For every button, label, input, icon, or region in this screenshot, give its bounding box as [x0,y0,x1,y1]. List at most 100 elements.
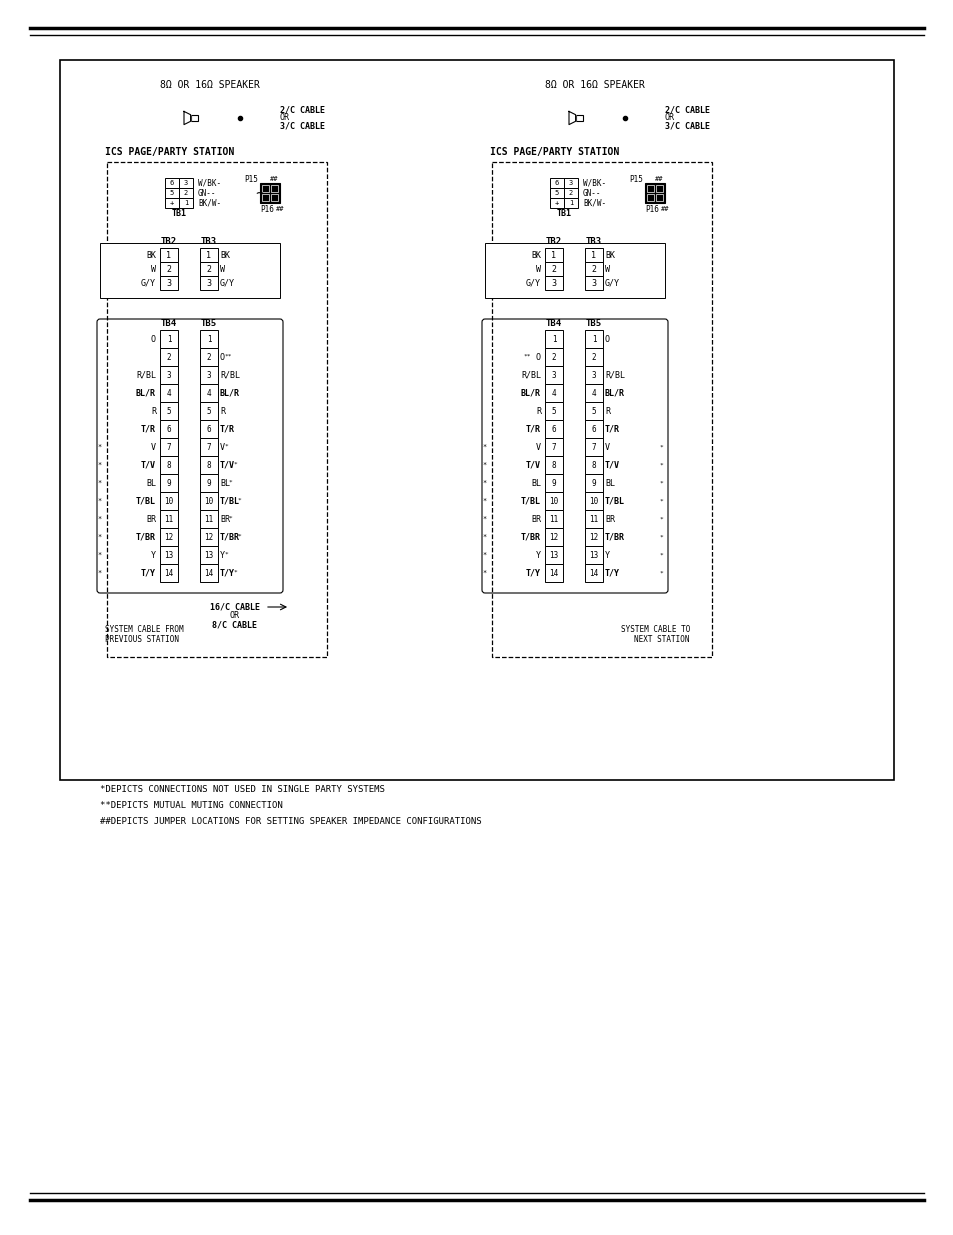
Bar [165,188,179,198]
Bar [165,178,179,188]
Text: GN--: GN-- [582,189,601,198]
Bar [544,330,562,348]
Text: 1: 1 [591,335,596,343]
Bar [492,162,711,657]
Bar [646,185,654,191]
Text: 8Ω OR 16Ω SPEAKER: 8Ω OR 16Ω SPEAKER [544,80,644,90]
Text: ##DEPICTS JUMPER LOCATIONS FOR SETTING SPEAKER IMPEDANCE CONFIGURATIONS: ##DEPICTS JUMPER LOCATIONS FOR SETTING S… [100,818,481,826]
Text: 2: 2 [551,352,556,362]
Text: 2: 2 [591,264,596,273]
Text: *: * [482,571,486,576]
Text: BR: BR [531,515,540,524]
Text: 2/C CABLE: 2/C CABLE [664,105,709,115]
Text: *: * [97,516,102,522]
Bar [200,366,218,384]
Text: 10: 10 [589,496,598,505]
Bar [200,330,218,348]
Text: 4: 4 [551,389,556,398]
Text: 10: 10 [204,496,213,505]
Text: TB2: TB2 [161,236,177,246]
Text: O: O [220,352,225,362]
Text: SYSTEM CABLE TO
NEXT STATION: SYSTEM CABLE TO NEXT STATION [620,625,689,645]
Bar [584,438,602,456]
Text: *: * [97,445,102,450]
Text: 5: 5 [591,406,596,415]
Text: T/V: T/V [525,461,540,469]
Text: *: * [237,498,241,503]
Text: 12: 12 [164,532,173,541]
Text: V: V [151,442,156,452]
Bar [544,403,562,420]
Text: *: * [224,552,228,557]
Text: T/V: T/V [220,461,234,469]
Text: 12: 12 [204,532,213,541]
Text: 7: 7 [551,442,556,452]
Bar [584,420,602,438]
Text: T/BR: T/BR [520,532,540,541]
Text: G/Y: G/Y [141,279,156,288]
Text: *: * [659,535,663,540]
Text: R: R [536,406,540,415]
Bar [271,194,277,201]
Text: *: * [482,498,486,504]
Text: 2: 2 [206,264,212,273]
Bar [200,564,218,582]
Text: 11: 11 [204,515,213,524]
Text: 2: 2 [207,352,212,362]
Bar [160,330,178,348]
Bar [200,262,218,275]
Text: 1: 1 [206,251,212,259]
Bar [160,366,178,384]
Text: 10: 10 [164,496,173,505]
Text: 8Ω OR 16Ω SPEAKER: 8Ω OR 16Ω SPEAKER [160,80,259,90]
Bar [160,262,178,275]
Bar [544,564,562,582]
Text: *: * [482,516,486,522]
Text: 9: 9 [167,478,172,488]
Bar [584,348,602,366]
Text: T/V: T/V [141,461,156,469]
Text: 5: 5 [170,190,174,196]
Bar [544,546,562,564]
Text: T/BL: T/BL [604,496,624,505]
Text: *: * [659,499,663,504]
Text: 2: 2 [591,352,596,362]
Text: 4: 4 [591,389,596,398]
Bar [550,198,563,207]
Text: ICS PAGE/PARTY STATION: ICS PAGE/PARTY STATION [490,147,618,157]
Text: OR: OR [280,114,290,122]
Bar [160,456,178,474]
Text: ##: ## [270,177,278,182]
Text: R/BL: R/BL [520,370,540,379]
Text: 13: 13 [589,551,598,559]
Text: *: * [97,480,102,487]
Text: 5: 5 [167,406,172,415]
Text: 14: 14 [589,568,598,578]
Text: BL: BL [146,478,156,488]
Text: **DEPICTS MUTUAL MUTING CONNECTION: **DEPICTS MUTUAL MUTING CONNECTION [100,802,282,810]
Text: BK/W-: BK/W- [582,199,605,207]
Text: TB5: TB5 [201,319,217,327]
Text: 9: 9 [591,478,596,488]
Text: **: ** [224,353,232,358]
Text: +: + [170,200,174,206]
Text: TB3: TB3 [585,236,601,246]
Bar [544,248,562,262]
Text: T/BL: T/BL [220,496,240,505]
Text: R: R [220,406,225,415]
Bar [179,178,193,188]
Bar [544,384,562,403]
Text: Y: Y [604,551,609,559]
Text: BK: BK [220,251,230,259]
Text: *: * [659,462,663,468]
Text: *: * [482,445,486,450]
Bar [165,198,179,207]
Bar [544,510,562,529]
Text: 5: 5 [207,406,212,415]
Text: 1: 1 [167,251,172,259]
Text: 9: 9 [551,478,556,488]
Text: 16/C CABLE: 16/C CABLE [210,603,260,611]
Text: P15: P15 [244,174,257,184]
Text: T/V: T/V [604,461,619,469]
Text: *: * [482,480,486,487]
